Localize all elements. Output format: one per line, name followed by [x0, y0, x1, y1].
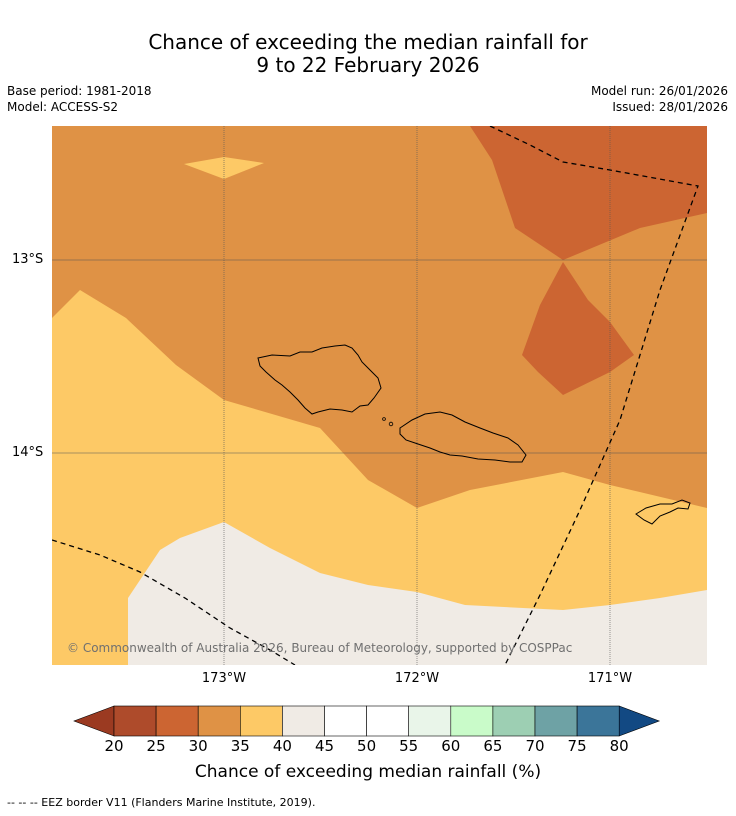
colorbar-tick-label: 65	[483, 737, 503, 755]
island-apolima	[388, 421, 394, 427]
region-25-30-patch	[522, 262, 634, 395]
model-name: Model: ACCESS-S2	[7, 100, 119, 114]
lat-label-13s: 13°S	[12, 252, 44, 267]
region-25-30-ne	[428, 126, 707, 260]
island-savaii	[257, 344, 382, 415]
lon-label-173w: 173°W	[201, 671, 247, 686]
colorbar-segment	[576, 705, 620, 737]
colorbar-tick-label: 30	[188, 737, 208, 755]
lon-label-171w: 171°W	[587, 671, 633, 686]
model-run: Model run: 26/01/2026	[590, 84, 728, 98]
lon-label-172w: 172°W	[394, 671, 440, 686]
copyright-notice: © Commonwealth of Australia 2026, Bureau…	[67, 641, 573, 655]
colorbar-segment	[492, 705, 536, 737]
base-period: Base period: 1981-2018	[7, 84, 152, 98]
colorbar-segment	[155, 705, 199, 737]
meta-right: Model run: 26/01/2026 Issued: 28/01/2026	[591, 83, 728, 115]
island-tutuila	[635, 499, 691, 525]
colorbar	[73, 705, 661, 737]
colorbar-segment	[113, 705, 157, 737]
issued-date: Issued: 28/01/2026	[612, 100, 728, 114]
colorbar-tick-label: 25	[146, 737, 166, 755]
forecast-map	[52, 126, 707, 665]
colorbar-tick-label: 40	[272, 737, 292, 755]
colorbar-tick-label: 60	[441, 737, 461, 755]
eez-footnote: -- -- -- EEZ border V11 (Flanders Marine…	[7, 796, 316, 809]
island-upolu	[399, 411, 527, 463]
colorbar-over-triangle	[618, 705, 661, 737]
colorbar-title: Chance of exceeding median rainfall (%)	[194, 762, 542, 782]
title-line-2: 9 to 22 February 2026	[256, 53, 480, 77]
colorbar-segment	[408, 705, 452, 737]
colorbar-segment	[450, 705, 494, 737]
colorbar-tick-label: 20	[104, 737, 124, 755]
title-line-1: Chance of exceeding the median rainfall …	[148, 30, 588, 54]
colorbar-tick-label: 50	[357, 737, 377, 755]
colorbar-under-triangle	[73, 705, 115, 737]
eez-border	[52, 126, 699, 665]
colorbar-segment	[240, 705, 283, 737]
island-manono	[382, 417, 386, 421]
colorbar-tick-label: 45	[314, 737, 335, 755]
meta-left: Base period: 1981-2018 Model: ACCESS-S2	[7, 83, 152, 115]
region-40-45-south	[128, 522, 707, 665]
colorbar-segment	[366, 705, 410, 737]
colorbar-tick-label: 70	[525, 737, 545, 755]
colorbar-segment	[282, 705, 325, 737]
lat-label-14s: 14°S	[12, 445, 44, 460]
colorbar-segment	[324, 705, 367, 737]
colorbar-tick-label: 55	[399, 737, 419, 755]
colorbar-segment	[197, 705, 241, 737]
colorbar-segment	[534, 705, 578, 737]
colorbar-tick-label: 80	[609, 737, 629, 755]
graticule	[52, 126, 707, 665]
colorbar-tick-label: 75	[567, 737, 587, 755]
colorbar-tick-label: 35	[230, 737, 250, 755]
map-title: Chance of exceeding the median rainfall …	[0, 31, 736, 77]
